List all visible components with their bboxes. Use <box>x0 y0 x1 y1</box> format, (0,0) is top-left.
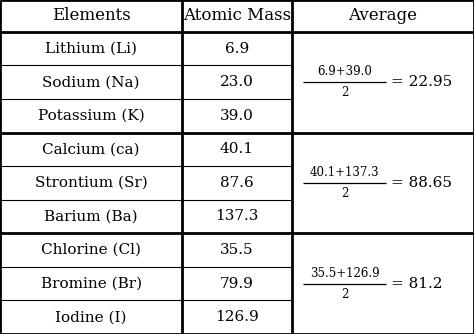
Text: Calcium (ca): Calcium (ca) <box>43 142 140 156</box>
Text: 6.9+39.0: 6.9+39.0 <box>318 65 372 78</box>
Text: 87.6: 87.6 <box>220 176 254 190</box>
Text: Bromine (Br): Bromine (Br) <box>41 277 142 291</box>
Text: Atomic Mass: Atomic Mass <box>183 7 291 24</box>
Text: Potassium (K): Potassium (K) <box>38 109 145 123</box>
Text: 23.0: 23.0 <box>220 75 254 89</box>
Text: 35.5: 35.5 <box>220 243 254 257</box>
Text: Sodium (Na): Sodium (Na) <box>43 75 140 89</box>
Text: 2: 2 <box>341 86 348 99</box>
Text: = 81.2: = 81.2 <box>391 277 443 291</box>
Text: 39.0: 39.0 <box>220 109 254 123</box>
Text: 40.1+137.3: 40.1+137.3 <box>310 166 380 179</box>
Text: 2: 2 <box>341 288 348 301</box>
Text: 40.1: 40.1 <box>220 142 254 156</box>
Text: Average: Average <box>348 7 417 24</box>
Text: 2: 2 <box>341 187 348 200</box>
Text: Elements: Elements <box>52 7 131 24</box>
Text: 35.5+126.9: 35.5+126.9 <box>310 267 380 280</box>
Text: Chlorine (Cl): Chlorine (Cl) <box>41 243 141 257</box>
Text: = 88.65: = 88.65 <box>391 176 452 190</box>
Text: Barium (Ba): Barium (Ba) <box>45 209 138 223</box>
Text: = 22.95: = 22.95 <box>391 75 452 89</box>
Text: 6.9: 6.9 <box>225 42 249 55</box>
Text: Iodine (I): Iodine (I) <box>55 310 127 324</box>
Text: Lithium (Li): Lithium (Li) <box>45 42 137 55</box>
Text: Strontium (Sr): Strontium (Sr) <box>35 176 147 190</box>
Text: 137.3: 137.3 <box>215 209 259 223</box>
Text: 126.9: 126.9 <box>215 310 259 324</box>
Text: 79.9: 79.9 <box>220 277 254 291</box>
